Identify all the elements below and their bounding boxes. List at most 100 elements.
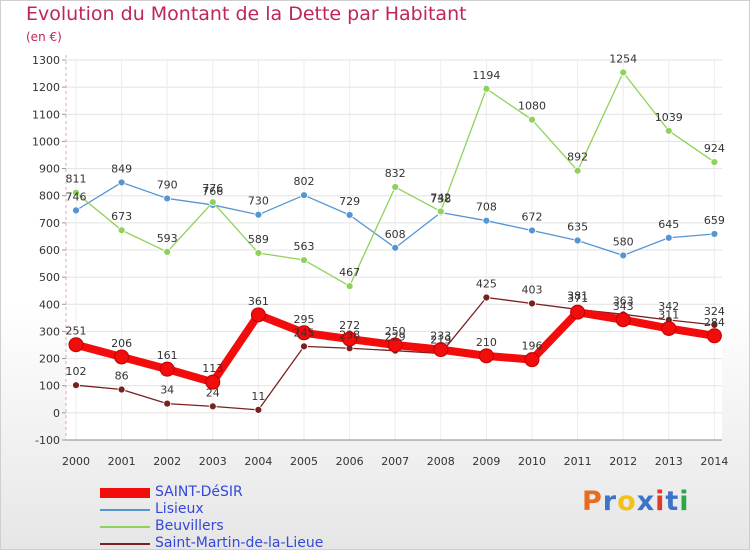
data-label-lisieux: 746	[66, 190, 87, 203]
data-label-saint-martin-de-la-lieue: 245	[294, 326, 315, 339]
data-point-saint-martin-de-la-lieue	[482, 293, 491, 302]
data-point-beuvillers	[254, 249, 263, 257]
data-point-beuvillers	[208, 198, 217, 207]
x-tick-label: 2013	[655, 455, 683, 468]
data-point-lisieux	[573, 236, 582, 245]
data-point-saint-desir	[159, 361, 175, 377]
data-label-beuvillers: 1039	[655, 111, 683, 124]
data-point-lisieux	[254, 210, 263, 219]
data-point-beuvillers	[482, 84, 491, 93]
legend-swatch-beuvillers	[100, 525, 150, 528]
y-tick-label: 500	[39, 271, 60, 284]
chart-subtitle: (en €)	[26, 30, 62, 44]
data-label-beuvillers: 1194	[472, 69, 500, 82]
logo-letter: o	[617, 486, 637, 517]
data-label-saint-desir: 233	[430, 330, 451, 343]
y-tick-label: 200	[39, 353, 60, 366]
data-point-saint-martin-de-la-lieue	[528, 299, 536, 308]
data-label-saint-martin-de-la-lieue: 24	[206, 386, 220, 399]
data-point-lisieux	[117, 178, 126, 187]
data-point-lisieux	[619, 251, 628, 260]
data-label-lisieux: 608	[385, 228, 406, 241]
y-tick-label: 1100	[32, 108, 60, 121]
data-point-beuvillers	[72, 188, 80, 197]
data-label-beuvillers: 563	[294, 240, 315, 253]
data-label-lisieux: 738	[430, 193, 451, 206]
data-label-saint-desir: 250	[385, 325, 406, 338]
legend-swatch-saint-martin	[100, 542, 150, 545]
data-point-beuvillers	[664, 126, 673, 135]
data-point-lisieux	[72, 206, 80, 215]
data-label-saint-desir: 251	[66, 325, 87, 338]
data-label-saint-martin-de-la-lieue: 381	[567, 289, 588, 302]
data-point-beuvillers	[163, 247, 172, 256]
data-label-lisieux: 802	[294, 175, 315, 188]
legend-swatch-saint-desir	[100, 487, 150, 498]
data-point-saint-martin-de-la-lieue	[208, 402, 217, 411]
data-label-lisieux: 580	[613, 235, 634, 248]
y-tick-label: 300	[39, 325, 60, 338]
legend-label-saint-desir: SAINT-DéSIR	[155, 484, 243, 500]
data-point-saint-desir	[615, 312, 631, 328]
data-label-saint-martin-de-la-lieue: 34	[160, 384, 174, 397]
x-tick-label: 2006	[336, 455, 364, 468]
data-label-saint-martin-de-la-lieue: 425	[476, 278, 497, 291]
data-label-beuvillers: 589	[248, 233, 269, 246]
y-tick-label: 1000	[32, 135, 60, 148]
data-point-saint-desir	[478, 348, 494, 364]
data-point-saint-desir	[706, 328, 722, 344]
y-tick-label: 1300	[32, 54, 60, 67]
data-point-beuvillers	[345, 282, 354, 291]
data-point-saint-martin-de-la-lieue	[163, 399, 172, 408]
data-point-saint-desir	[524, 352, 540, 368]
data-point-lisieux	[345, 211, 354, 219]
data-label-saint-martin-de-la-lieue: 219	[430, 333, 451, 346]
data-label-beuvillers: 924	[704, 142, 725, 155]
legend-swatch-lisieux	[100, 508, 150, 511]
data-point-saint-desir	[661, 320, 677, 336]
data-label-lisieux: 730	[248, 195, 269, 208]
data-label-beuvillers: 1254	[609, 52, 637, 65]
data-label-lisieux: 766	[202, 185, 223, 198]
data-label-lisieux: 849	[111, 162, 132, 175]
data-point-saint-desir	[433, 342, 449, 358]
data-point-lisieux	[391, 243, 400, 252]
x-tick-label: 2012	[609, 455, 637, 468]
logo-letter: t	[665, 486, 680, 517]
proxiti-logo: Proxiti	[582, 486, 690, 517]
data-label-lisieux: 790	[157, 178, 178, 191]
y-tick-label: 700	[39, 217, 60, 230]
data-label-saint-martin-de-la-lieue: 363	[613, 294, 634, 307]
x-tick-label: 2014	[700, 455, 728, 468]
data-label-lisieux: 659	[704, 214, 725, 227]
data-label-saint-desir: 272	[339, 319, 360, 332]
data-label-saint-desir: 311	[658, 308, 679, 321]
data-label-lisieux: 635	[567, 221, 588, 234]
data-point-saint-desir	[250, 307, 266, 323]
legend-label-beuvillers: Beuvillers	[155, 518, 224, 534]
data-point-saint-martin-de-la-lieue	[300, 342, 308, 351]
data-point-lisieux	[710, 230, 719, 238]
data-label-saint-desir: 161	[157, 349, 178, 362]
data-label-saint-desir: 210	[476, 336, 497, 349]
data-point-lisieux	[664, 233, 673, 242]
chart-title: Evolution du Montant de la Dette par Hab…	[26, 3, 467, 25]
data-label-beuvillers: 1080	[518, 100, 546, 113]
data-label-beuvillers: 593	[157, 232, 178, 245]
data-label-beuvillers: 742	[430, 191, 451, 204]
x-tick-label: 2009	[472, 455, 500, 468]
logo-letter: i	[655, 486, 666, 517]
data-label-beuvillers: 673	[111, 210, 132, 223]
data-label-saint-desir: 343	[613, 300, 634, 313]
data-point-saint-desir	[387, 337, 403, 353]
data-label-beuvillers: 776	[202, 182, 223, 195]
data-point-saint-desir	[205, 374, 221, 390]
logo-letter: i	[679, 486, 690, 517]
x-tick-label: 2002	[153, 455, 181, 468]
data-label-beuvillers: 832	[385, 167, 406, 180]
data-point-beuvillers	[710, 158, 719, 166]
logo-letter: x	[636, 486, 656, 517]
y-tick-label: 1200	[32, 81, 60, 94]
data-label-saint-desir: 284	[704, 316, 725, 329]
